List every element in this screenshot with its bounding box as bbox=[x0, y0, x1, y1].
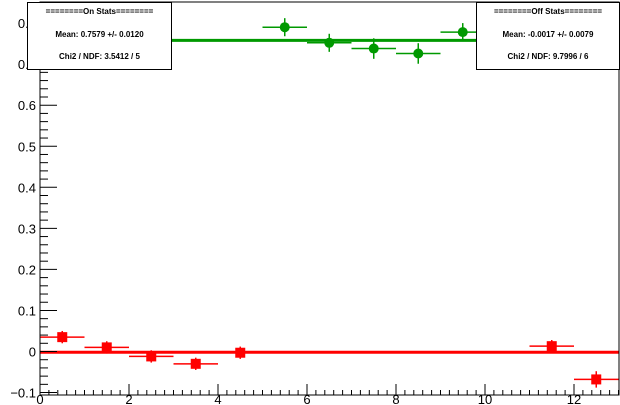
x-tick-label: 12 bbox=[567, 392, 581, 405]
data-point bbox=[529, 340, 574, 353]
off-stats-header: ========Off Stats======== bbox=[493, 7, 603, 16]
circle-marker bbox=[368, 43, 379, 54]
x-tick-label: 10 bbox=[478, 392, 492, 405]
data-point bbox=[262, 18, 307, 37]
on-stats-mean: Mean: 0.7579 +/- 0.0120 bbox=[55, 30, 144, 39]
y-tick-label: 0.1 bbox=[18, 303, 36, 318]
data-point bbox=[173, 357, 218, 370]
data-point bbox=[351, 38, 396, 59]
off-stats-box: ========Off Stats======== Mean: -0.0017 … bbox=[476, 2, 620, 70]
y-tick-label: 0.3 bbox=[18, 221, 36, 236]
on-stats-header: ========On Stats======== bbox=[45, 7, 154, 16]
circle-marker bbox=[413, 48, 424, 59]
circle-marker bbox=[279, 22, 290, 33]
y-tick-label: −0.1 bbox=[10, 386, 36, 401]
on-stats-box: ========On Stats======== Mean: 0.7579 +/… bbox=[27, 2, 172, 70]
data-point bbox=[84, 341, 129, 354]
square-marker bbox=[101, 342, 112, 353]
square-marker bbox=[546, 341, 557, 352]
square-marker bbox=[591, 374, 602, 385]
y-tick-label: 0.4 bbox=[18, 180, 36, 195]
fit-lines bbox=[40, 38, 619, 354]
plot-frame bbox=[39, 1, 620, 396]
y-tick-label: 0 bbox=[29, 345, 36, 360]
x-tick-label: 8 bbox=[392, 392, 399, 405]
x-tick-label: 4 bbox=[214, 392, 221, 405]
data-point bbox=[396, 43, 441, 64]
square-marker bbox=[235, 347, 246, 358]
data-point bbox=[40, 330, 85, 344]
circle-marker bbox=[457, 27, 468, 38]
on-stats-chi2: Chi2 / NDF: 3.5412 / 5 bbox=[59, 52, 140, 61]
x-tick-label: 0 bbox=[36, 392, 43, 405]
x-tick-label: 2 bbox=[125, 392, 132, 405]
square-marker bbox=[146, 351, 157, 362]
y-tick-label: 0.2 bbox=[18, 262, 36, 277]
off-stats-chi2: Chi2 / NDF: 9.7996 / 6 bbox=[507, 52, 589, 61]
data-point bbox=[218, 346, 263, 359]
data-point bbox=[574, 371, 619, 388]
square-marker bbox=[57, 332, 68, 343]
circle-marker bbox=[324, 37, 335, 48]
y-tick-label: 0.5 bbox=[18, 139, 36, 154]
square-marker bbox=[190, 358, 201, 369]
x-tick-label: 6 bbox=[303, 392, 310, 405]
data-point bbox=[307, 33, 352, 52]
data-point bbox=[129, 350, 174, 363]
y-tick-label: 0.6 bbox=[18, 98, 36, 113]
off-stats-mean: Mean: -0.0017 +/- 0.0079 bbox=[502, 30, 594, 39]
data-points bbox=[40, 18, 619, 388]
